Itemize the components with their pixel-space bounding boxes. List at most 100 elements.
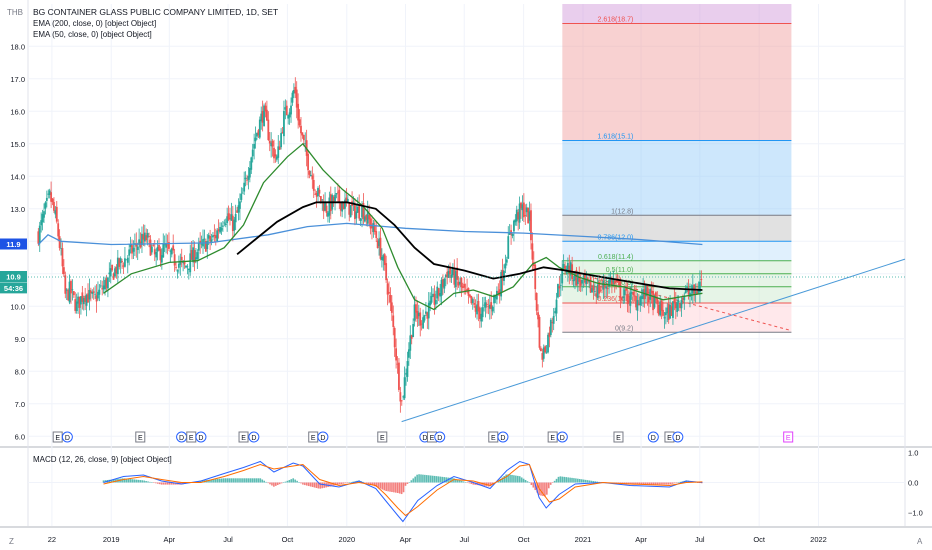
earnings-marker[interactable]: E (377, 431, 388, 443)
candle (155, 248, 158, 266)
candle (679, 302, 681, 312)
candle-body (657, 304, 660, 315)
candle (517, 209, 520, 231)
macd-histogram-bar (153, 482, 155, 483)
earnings-marker[interactable]: E (238, 431, 249, 443)
macd-histogram-bar (542, 482, 544, 497)
candle-body (373, 226, 376, 232)
candle (419, 307, 422, 337)
candle (395, 338, 397, 369)
macd-histogram-bar (402, 482, 405, 493)
macd-histogram-bar (129, 479, 132, 483)
macd-legend[interactable]: MACD (12, 26, close, 9) [object Object] (33, 455, 172, 464)
candle (637, 294, 640, 306)
candle-body (53, 201, 55, 211)
macd-histogram-bar (679, 481, 682, 483)
candle (528, 201, 531, 232)
dividend-marker[interactable]: D (195, 431, 207, 443)
earnings-marker[interactable]: E (135, 431, 146, 443)
candle-body (250, 157, 253, 170)
macd-histogram-bar (265, 481, 267, 483)
earnings-marker[interactable]: E (308, 431, 319, 443)
candle (112, 272, 115, 280)
candle-body (615, 279, 618, 283)
candle-body (450, 274, 453, 278)
macd-histogram-bar (104, 480, 107, 483)
candle-body (199, 240, 202, 243)
dividend-marker-circle (195, 431, 207, 443)
macd-histogram-bar (286, 480, 289, 483)
candle-body (129, 244, 132, 248)
event-marker-letter: E (138, 435, 143, 442)
candle (68, 274, 71, 305)
ema50-legend[interactable]: EMA (50, close, 0) [object Object] (33, 30, 152, 39)
candle-body (521, 204, 524, 211)
candle-body (81, 292, 84, 302)
candle-body (525, 207, 528, 213)
dividend-marker-circle (317, 431, 329, 443)
candle-body (561, 268, 564, 284)
candle-body (551, 322, 554, 324)
macd-histogram-bar (131, 479, 134, 483)
candle-body (216, 230, 219, 242)
earnings-marker[interactable]: E (547, 431, 558, 443)
macd-histogram-bar (478, 482, 480, 486)
dividend-marker[interactable]: D (434, 431, 446, 443)
candle (285, 100, 288, 116)
dividend-marker[interactable]: D (672, 431, 684, 443)
candle (425, 302, 427, 317)
macd-histogram-bar (164, 482, 167, 485)
candle (622, 287, 625, 304)
candle (54, 206, 57, 219)
candle (432, 288, 434, 298)
dividend-marker[interactable]: D (556, 431, 568, 443)
candle-body (640, 296, 643, 299)
candle (226, 207, 229, 232)
macd-histogram-bar (590, 480, 593, 483)
candle-body (50, 192, 53, 202)
macd-histogram-bar (383, 482, 386, 491)
candle (636, 293, 639, 321)
dividend-marker[interactable]: D (647, 431, 659, 443)
macd-histogram-bar (375, 482, 378, 487)
ema50-line (103, 142, 703, 311)
ema200-legend[interactable]: EMA (200, close, 0) [object Object] (33, 19, 157, 28)
candle (244, 171, 247, 187)
candle-body (142, 234, 145, 240)
macd-histogram-bar (280, 482, 283, 484)
candle (373, 219, 376, 235)
earnings-marker[interactable]: E (783, 431, 794, 443)
macd-histogram-bar (377, 482, 380, 488)
candle (478, 306, 481, 329)
dividend-marker[interactable]: D (317, 431, 329, 443)
y-tick-label: 9.0 (15, 335, 25, 344)
macd-histogram-bar (547, 482, 550, 489)
candle (527, 207, 530, 224)
candle-body (471, 299, 474, 304)
earnings-marker[interactable]: E (488, 431, 499, 443)
candle (413, 295, 416, 327)
earnings-marker[interactable]: E (52, 431, 63, 443)
earnings-marker[interactable]: E (613, 431, 624, 443)
dividend-marker[interactable]: D (248, 431, 260, 443)
candle-body (469, 294, 471, 297)
auto-scale-corner[interactable]: A (917, 537, 923, 546)
candle (461, 282, 464, 293)
macd-histogram-bar (551, 482, 554, 483)
candle-body (300, 125, 302, 134)
dividend-marker[interactable]: D (176, 431, 188, 443)
timezone-corner[interactable]: Z (9, 537, 14, 546)
candle-body (425, 311, 427, 314)
macd-histogram-bar (642, 482, 645, 485)
candle (488, 294, 491, 320)
macd-histogram-bar (400, 482, 403, 495)
macd-histogram-bar (675, 482, 678, 483)
dividend-marker[interactable]: D (497, 431, 509, 443)
candle (674, 292, 677, 320)
macd-histogram-bar (245, 478, 248, 483)
candle-body (581, 279, 583, 284)
dividend-marker[interactable]: D (61, 431, 73, 443)
earnings-marker[interactable]: E (186, 431, 197, 443)
